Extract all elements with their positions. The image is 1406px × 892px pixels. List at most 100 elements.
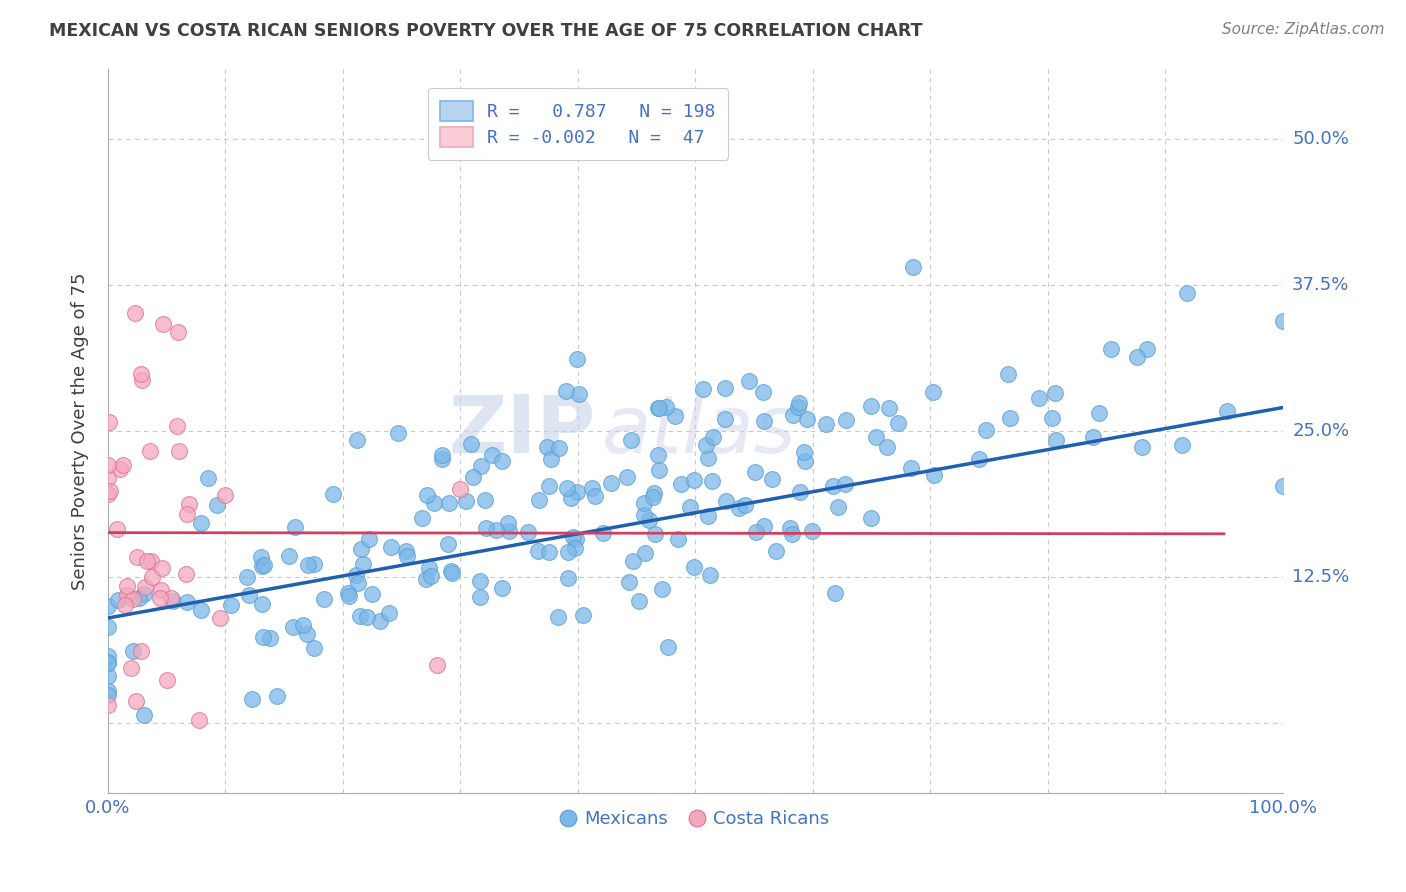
Point [125,694,148,708]
Point [633,496,655,510]
Point [128,591,150,606]
Point [827,500,849,514]
Point [252,630,274,644]
Point [356,610,378,624]
Point [132,707,155,722]
Point [516,525,538,540]
Point [120,661,142,675]
Point [683,560,706,574]
Text: 0.0%: 0.0% [86,799,131,817]
Point [416,488,439,502]
Point [695,438,717,452]
Point [496,516,519,530]
Point [141,554,163,568]
Point [728,500,751,515]
Point [219,598,242,612]
Point [150,561,173,575]
Point [432,448,454,462]
Point [156,673,179,687]
Point [779,521,801,535]
Point [744,466,766,480]
Point [352,557,374,571]
Point [426,657,449,672]
Point [821,479,844,493]
Point [876,440,898,454]
Point [997,368,1019,382]
Point [97,688,120,702]
Point [114,599,136,613]
Point [787,396,810,410]
Point [105,522,128,536]
Point [423,496,446,510]
Point [440,565,463,579]
Point [470,458,492,473]
Point [699,568,721,582]
Point [238,588,260,602]
Point [560,491,582,506]
Point [922,468,945,483]
Point [150,583,173,598]
Point [865,430,887,444]
Point [565,533,588,547]
Point [648,463,671,477]
Point [540,452,562,467]
Point [214,488,236,502]
Point [538,479,561,493]
Point [129,644,152,658]
Point [572,608,595,623]
Point [117,579,139,593]
Point [136,554,159,568]
Point [647,448,669,462]
Point [976,423,998,437]
Point [346,434,368,448]
Legend: Mexicans, Costa Ricans: Mexicans, Costa Ricans [554,803,837,835]
Point [100,483,122,498]
Point [179,497,201,511]
Point [752,414,775,428]
Point [129,367,152,381]
Point [297,558,319,572]
Point [240,692,263,706]
Point [564,541,586,556]
Point [780,526,803,541]
Point [634,546,657,560]
Point [627,593,650,607]
Point [259,632,281,646]
Point [278,549,301,563]
Text: atlas: atlas [602,392,796,470]
Point [787,400,810,414]
Point [1040,411,1063,425]
Point [439,496,461,510]
Point [567,352,589,367]
Point [377,606,399,620]
Point [583,489,606,503]
Point [190,603,212,617]
Point [449,483,471,497]
Point [761,472,783,486]
Point [139,444,162,458]
Point [752,384,775,399]
Point [643,490,665,504]
Point [124,306,146,320]
Point [666,533,689,547]
Point [696,508,718,523]
Point [167,325,190,339]
Point [415,572,437,586]
Point [657,640,679,655]
Point [440,566,463,580]
Text: 25.0%: 25.0% [1292,422,1350,440]
Point [350,541,373,556]
Point [616,469,638,483]
Point [1271,478,1294,492]
Point [134,587,156,601]
Point [284,520,307,534]
Point [1000,411,1022,425]
Point [922,385,945,400]
Point [304,557,326,571]
Point [368,614,391,628]
Point [169,444,191,458]
Point [967,451,990,466]
Point [122,644,145,658]
Point [304,640,326,655]
Point [887,416,910,430]
